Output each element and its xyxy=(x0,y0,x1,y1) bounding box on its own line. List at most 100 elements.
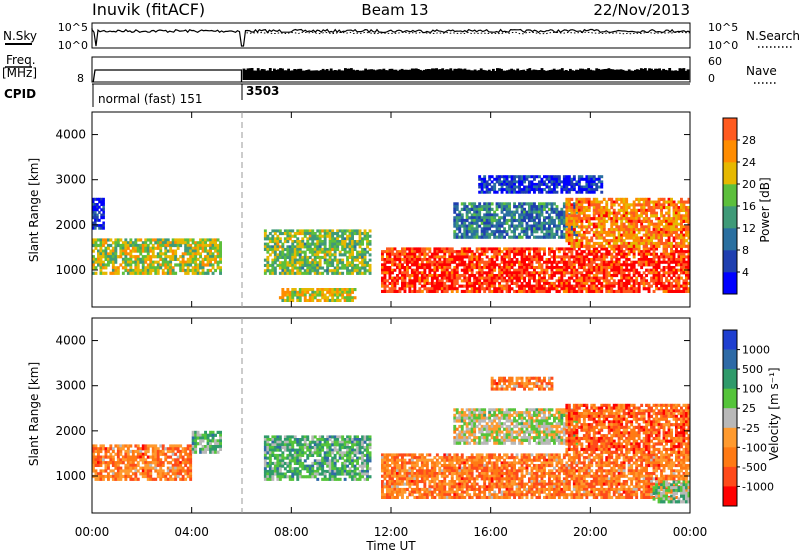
rti-cell xyxy=(475,210,479,214)
rti-cell xyxy=(453,287,457,291)
rti-cell xyxy=(313,253,317,257)
rti-cell xyxy=(565,203,569,207)
rti-cell xyxy=(286,261,290,265)
rti-cell xyxy=(111,263,115,267)
rti-cell xyxy=(640,214,644,218)
rti-cell xyxy=(518,252,521,256)
rti-cell xyxy=(650,200,653,204)
rti-cell xyxy=(358,269,362,273)
rti-cell xyxy=(500,224,504,228)
rti-cell xyxy=(333,255,337,259)
rti-cell xyxy=(266,242,270,246)
rti-cell xyxy=(448,255,452,259)
rti-cell xyxy=(356,229,359,233)
rti-cell xyxy=(600,289,604,293)
rti-cell xyxy=(435,279,439,283)
rti-cell xyxy=(647,281,651,285)
rti-cell xyxy=(336,232,340,236)
rti-cell xyxy=(580,219,584,223)
rti-cell xyxy=(119,472,123,476)
rti-cell xyxy=(440,284,444,288)
rti-cell xyxy=(473,266,477,270)
rti-cell xyxy=(557,213,561,217)
rti-cell xyxy=(92,197,95,201)
rti-cell xyxy=(680,222,683,226)
rti-cell xyxy=(268,237,272,241)
rti-cell xyxy=(525,190,529,194)
rti-cell xyxy=(662,233,666,237)
rti-cell xyxy=(298,247,302,251)
rti-cell xyxy=(470,287,474,291)
rti-cell xyxy=(530,289,534,293)
rti-cell xyxy=(513,274,516,278)
rti-cell xyxy=(622,233,626,237)
rti-cell xyxy=(567,219,571,223)
rti-cell xyxy=(149,241,153,245)
rti-cell xyxy=(670,225,673,229)
rti-cell xyxy=(642,252,646,256)
rti-cell xyxy=(298,258,302,262)
rti-cell xyxy=(515,250,519,254)
rti-cell xyxy=(597,268,601,272)
rti-cell xyxy=(176,238,180,242)
rti-cell xyxy=(590,250,594,254)
rti-cell xyxy=(428,260,432,264)
rti-cell xyxy=(525,175,529,179)
rti-cell xyxy=(194,241,198,245)
rti-cell xyxy=(610,197,614,201)
rti-cell xyxy=(403,271,407,275)
rti-cell xyxy=(346,269,349,273)
rti-cell xyxy=(134,444,138,448)
rti-cell xyxy=(465,230,469,234)
rti-cell xyxy=(209,243,212,248)
rti-cell xyxy=(555,255,559,259)
rti-cell xyxy=(351,240,354,244)
rti-cell xyxy=(587,263,591,267)
rti-cell xyxy=(450,276,454,280)
rti-cell xyxy=(361,266,364,270)
rti-cell xyxy=(498,230,501,234)
rti-cell xyxy=(96,216,99,220)
rti-cell xyxy=(535,221,539,225)
rti-cell xyxy=(580,255,584,259)
rti-cell xyxy=(146,252,150,256)
rti-cell xyxy=(313,266,317,270)
rti-cell xyxy=(281,242,285,246)
rti-cell xyxy=(311,253,315,257)
rti-cell xyxy=(331,242,335,246)
rti-cell xyxy=(418,271,422,275)
rti-cell xyxy=(171,243,175,248)
rti-cell xyxy=(612,247,616,251)
rti-cell xyxy=(545,182,549,186)
rti-cell xyxy=(505,210,509,214)
rti-cell xyxy=(493,188,497,192)
rti-cell xyxy=(306,290,310,294)
rti-cell xyxy=(144,463,148,467)
rti-cell xyxy=(430,287,434,291)
rti-cell xyxy=(111,271,115,275)
rti-cell xyxy=(470,260,474,264)
rti-cell xyxy=(562,252,566,256)
rti-cell xyxy=(475,213,479,217)
rti-cell xyxy=(580,266,584,270)
rti-cell xyxy=(680,217,683,221)
rti-cell xyxy=(585,244,589,248)
rti-cell xyxy=(410,284,414,288)
rti-cell xyxy=(503,227,506,231)
rti-cell xyxy=(642,208,646,212)
rti-cell xyxy=(665,225,668,229)
rti-cell xyxy=(670,258,673,262)
rti-cell xyxy=(498,274,501,278)
rti-cell xyxy=(612,281,616,285)
rti-cell xyxy=(156,266,160,270)
rti-cell xyxy=(665,217,668,221)
rti-cell xyxy=(513,230,516,234)
rti-cell xyxy=(156,472,160,476)
rti-cell xyxy=(478,255,482,259)
rti-cell xyxy=(465,227,469,231)
rti-cell xyxy=(607,287,611,291)
rti-cell xyxy=(219,260,222,264)
rti-cell xyxy=(351,296,354,300)
rti-cell xyxy=(161,444,165,448)
rti-cell xyxy=(286,232,290,236)
